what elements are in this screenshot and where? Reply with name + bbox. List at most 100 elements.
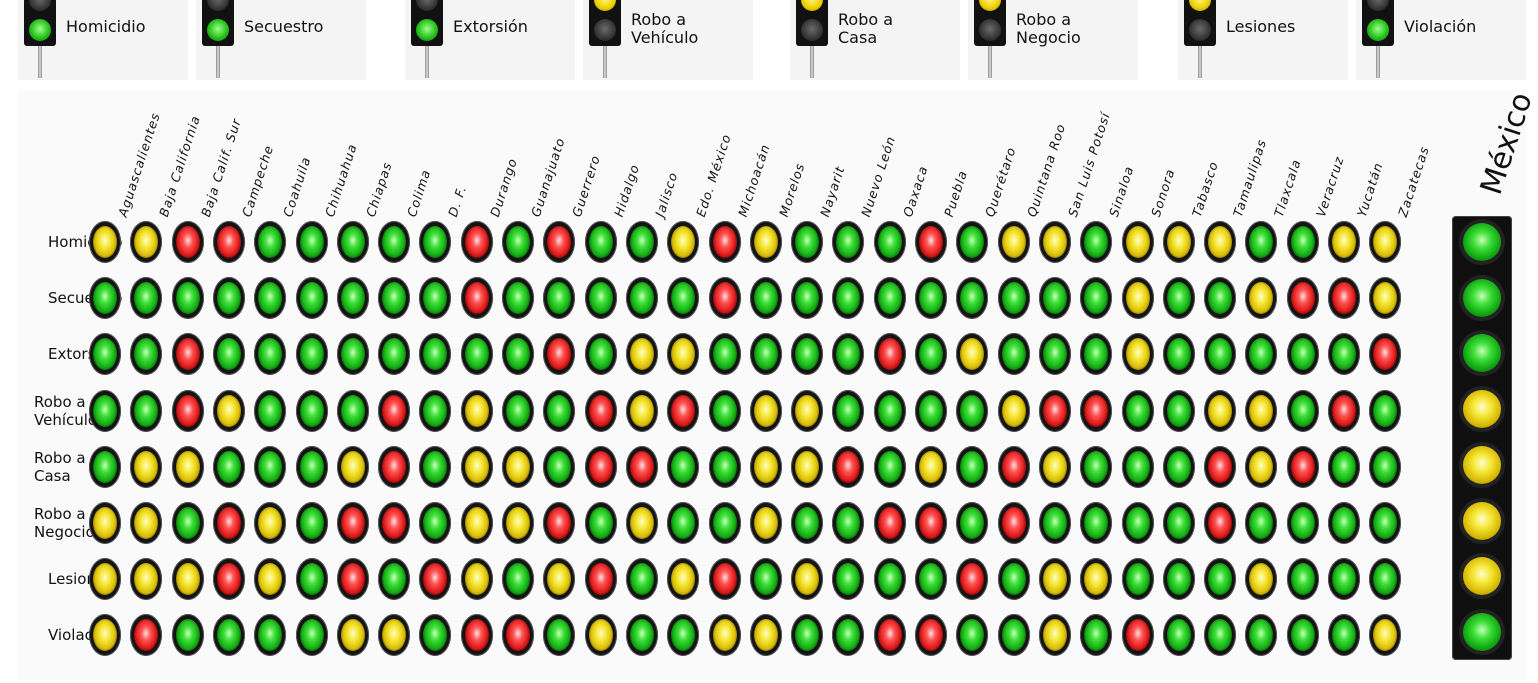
pole bbox=[988, 46, 992, 78]
status-light bbox=[419, 389, 452, 432]
status-light bbox=[584, 277, 617, 320]
state-label: Jalisco bbox=[651, 169, 681, 219]
state-label: San Luis Potosí bbox=[1064, 110, 1113, 219]
status-light bbox=[832, 333, 865, 376]
row-label: Robo a Vehículo bbox=[34, 393, 97, 429]
lamp-upper bbox=[29, 0, 51, 11]
status-light bbox=[1286, 558, 1319, 601]
status-light bbox=[749, 389, 782, 432]
lamp-lower bbox=[1189, 19, 1211, 41]
status-light bbox=[336, 558, 369, 601]
status-light bbox=[378, 389, 411, 432]
status-light bbox=[791, 502, 824, 544]
status-light bbox=[460, 502, 493, 544]
state-label: Coahuila bbox=[280, 154, 314, 219]
status-light bbox=[1121, 614, 1154, 657]
status-light bbox=[1369, 502, 1402, 544]
status-light bbox=[997, 221, 1030, 263]
status-light bbox=[708, 389, 741, 432]
status-light bbox=[667, 445, 700, 488]
status-light bbox=[625, 502, 658, 544]
lamp-lower bbox=[594, 19, 616, 41]
crime-card-label: Lesiones bbox=[1226, 18, 1295, 36]
status-light bbox=[336, 389, 369, 432]
status-light bbox=[1245, 502, 1278, 544]
status-light bbox=[460, 277, 493, 320]
pole bbox=[38, 46, 42, 78]
status-light bbox=[1162, 389, 1195, 432]
state-label: Baja Calif. Sur bbox=[197, 116, 244, 219]
status-light bbox=[1121, 558, 1154, 601]
status-light bbox=[915, 333, 947, 376]
status-light bbox=[915, 221, 947, 263]
status-light bbox=[89, 389, 121, 432]
status-light bbox=[997, 445, 1030, 488]
status-light bbox=[460, 333, 493, 376]
crime-card: Homicidio bbox=[18, 0, 188, 80]
lamp-lower bbox=[29, 19, 51, 41]
traffic-light-icon bbox=[202, 0, 234, 46]
lamp-upper bbox=[1189, 0, 1211, 11]
crime-card-label-line: Robo a bbox=[838, 10, 894, 29]
status-light bbox=[667, 558, 700, 601]
status-light bbox=[997, 614, 1030, 657]
status-light bbox=[336, 502, 369, 544]
status-light bbox=[378, 614, 411, 657]
status-light bbox=[89, 614, 121, 657]
row-label: Robo a Negocio bbox=[34, 505, 95, 541]
row-label-line: Negocio bbox=[34, 523, 95, 541]
status-light bbox=[1286, 389, 1319, 432]
status-light bbox=[1328, 221, 1360, 263]
mexico-lamp bbox=[1459, 274, 1505, 321]
status-light bbox=[915, 614, 947, 657]
mexico-lamp bbox=[1459, 497, 1505, 544]
status-light bbox=[625, 558, 658, 601]
status-light bbox=[997, 277, 1030, 320]
status-light bbox=[625, 614, 658, 657]
status-light bbox=[89, 277, 121, 320]
status-light bbox=[1162, 558, 1195, 601]
status-light bbox=[212, 221, 245, 263]
status-light bbox=[625, 445, 658, 488]
status-light bbox=[1080, 389, 1113, 432]
crime-card-label-line: Casa bbox=[838, 28, 878, 47]
state-label: Nuevo León bbox=[858, 133, 899, 219]
status-light bbox=[832, 502, 865, 544]
status-light bbox=[1204, 558, 1237, 601]
state-label: Tlaxcala bbox=[1271, 157, 1305, 219]
status-light bbox=[460, 558, 493, 601]
status-light bbox=[419, 333, 452, 376]
status-light bbox=[1204, 614, 1237, 657]
state-label: Sinaloa bbox=[1106, 163, 1137, 219]
status-light bbox=[873, 445, 906, 488]
status-light bbox=[378, 445, 411, 488]
status-light bbox=[749, 333, 782, 376]
status-light bbox=[956, 502, 989, 544]
status-light bbox=[295, 558, 328, 601]
status-light bbox=[378, 333, 411, 376]
status-light bbox=[1080, 445, 1113, 488]
status-light bbox=[1038, 389, 1071, 432]
status-light bbox=[1038, 277, 1071, 320]
status-light bbox=[1328, 333, 1360, 376]
state-label: Yucatán bbox=[1354, 160, 1386, 219]
status-light bbox=[254, 502, 287, 544]
status-light bbox=[956, 558, 989, 601]
lamp-upper bbox=[594, 0, 616, 11]
status-light bbox=[915, 389, 947, 432]
status-light bbox=[873, 221, 906, 263]
traffic-light-icon bbox=[589, 0, 621, 46]
status-light bbox=[89, 558, 121, 601]
status-light bbox=[667, 614, 700, 657]
status-light bbox=[1162, 277, 1195, 320]
mexico-lamp bbox=[1459, 330, 1505, 377]
status-light bbox=[667, 502, 700, 544]
status-light bbox=[584, 614, 617, 657]
mexico-lamp bbox=[1459, 553, 1505, 600]
status-light bbox=[791, 558, 824, 601]
crime-card: Extorsión bbox=[405, 0, 575, 80]
status-light bbox=[419, 614, 452, 657]
pole bbox=[603, 46, 607, 78]
status-light bbox=[749, 614, 782, 657]
status-light bbox=[130, 221, 163, 263]
